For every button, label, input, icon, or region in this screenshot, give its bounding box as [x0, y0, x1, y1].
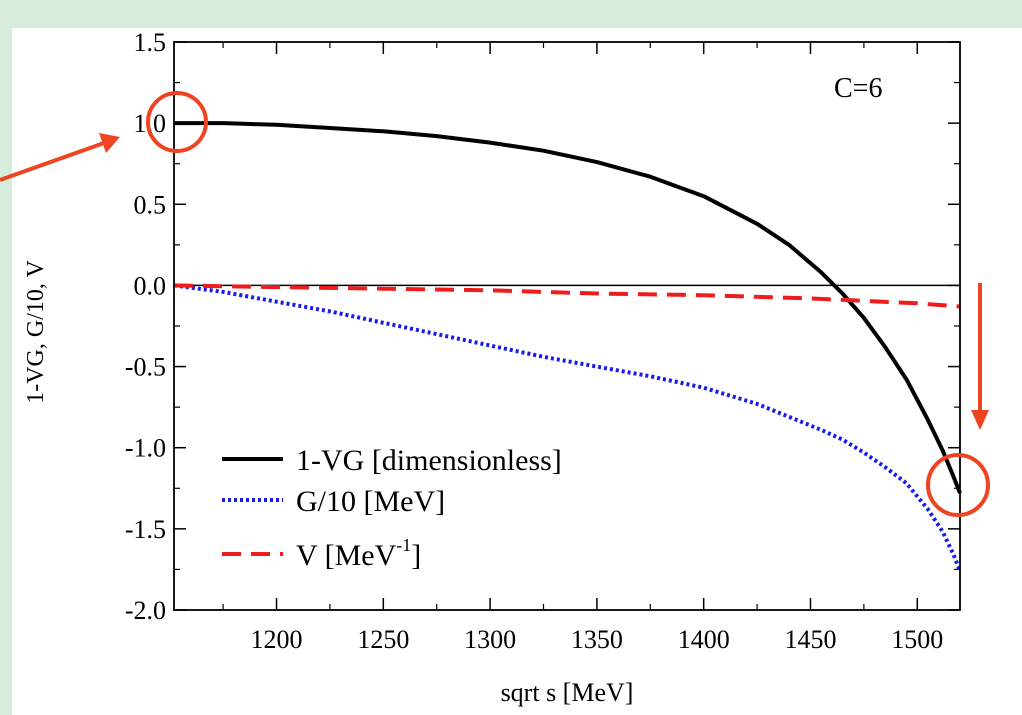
y-tick-label: 0.0 [134, 271, 167, 300]
legend-label-dashed-sup: -1 [396, 535, 411, 555]
series-line-solid [174, 121, 962, 494]
y-tick-label: 1.5 [134, 28, 167, 57]
arrow-left-head [99, 133, 120, 153]
x-tick-label: 1450 [784, 625, 836, 654]
legend-label-solid: 1-VG [dimensionless] [296, 444, 562, 477]
x-tick-label: 1400 [678, 625, 730, 654]
x-tick-label: 1200 [251, 625, 303, 654]
y-tick-label: -1.5 [125, 515, 166, 544]
plot-frame [173, 41, 961, 611]
chart-panel [12, 28, 1022, 715]
x-tick-label: 1250 [357, 625, 409, 654]
legend: 1-VG [dimensionless] G/10 [MeV] V [MeV-1… [222, 444, 562, 572]
x-axis-label: sqrt s [MeV] [501, 678, 634, 707]
arrow-down-head [971, 410, 989, 430]
annotation-c6: C=6 [834, 73, 882, 104]
y-tick-label: -2.0 [125, 596, 166, 625]
y-axis-label: 1-VG, G/10, V [23, 260, 49, 404]
arrow-left-shaft [0, 141, 105, 182]
y-tick-label: -0.5 [125, 353, 166, 382]
x-tick-label: 1350 [571, 625, 623, 654]
legend-label-dashed-base: V [MeV [296, 539, 397, 572]
legend-label-dashed: V [MeV-1] [296, 535, 421, 572]
highlight-circle-right [926, 453, 990, 517]
legend-label-dashed-close: ] [411, 539, 421, 572]
highlight-annotations [0, 91, 990, 517]
x-tick-label: 1500 [891, 625, 943, 654]
y-tick-label: 0.5 [134, 190, 167, 219]
x-tick-label: 1300 [464, 625, 516, 654]
series-line-dotted [173, 283, 962, 572]
series-line-dashed [173, 283, 961, 309]
legend-label-dotted: G/10 [MeV] [296, 485, 445, 518]
highlight-circle-left [146, 91, 208, 153]
y-tick-label: -1.0 [125, 434, 166, 463]
